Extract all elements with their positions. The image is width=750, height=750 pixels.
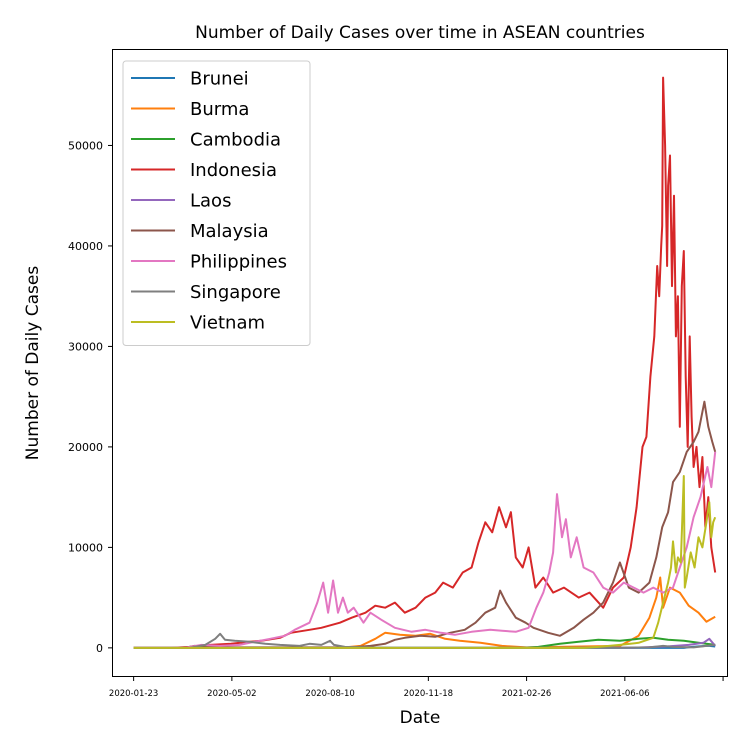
x-tick-label: 2020-11-18 — [404, 689, 453, 699]
y-axis-label: Number of Daily Cases — [23, 266, 43, 461]
x-tick-label: 2021-02-26 — [502, 689, 551, 699]
x-tick-label: 2021-06-06 — [600, 689, 649, 699]
x-axis-label: Date — [400, 708, 441, 728]
legend-label: Malaysia — [190, 221, 269, 242]
series-line-philippines — [133, 451, 717, 649]
x-tick-label: 2020-01-23 — [109, 689, 158, 699]
legend-label: Brunei — [190, 69, 249, 90]
series-line-vietnam — [133, 475, 717, 649]
x-tick-label: 2020-05-02 — [207, 689, 256, 699]
legend-label: Cambodia — [190, 130, 281, 151]
y-tick-label: 30000 — [68, 340, 103, 353]
legend-label: Singapore — [190, 282, 281, 303]
legend-label: Burma — [190, 99, 249, 120]
y-tick-label: 20000 — [68, 441, 103, 454]
series-line-singapore — [133, 632, 716, 649]
legend-label: Vietnam — [190, 313, 265, 334]
ticks-layer: 0 10000 20000 30000 40000 50000 2020-01-23 2020… — [68, 139, 724, 699]
chart-title: Number of Daily Cases over time in ASEAN… — [195, 23, 645, 43]
series-layer — [133, 76, 717, 649]
y-tick-label: 10000 — [68, 541, 103, 554]
plot-frame — [112, 49, 728, 677]
legend: Brunei Burma Cambodia Indonesia Laos Malaysia… — [122, 60, 311, 346]
legend-label: Laos — [190, 191, 231, 212]
legend-box — [122, 60, 311, 346]
x-tick-label: 2020-08-10 — [305, 689, 354, 699]
y-tick-label: 0 — [96, 642, 103, 655]
y-tick-label: 50000 — [68, 139, 103, 152]
legend-label: Philippines — [190, 252, 287, 273]
series-line-malaysia — [133, 400, 717, 649]
y-tick-label: 40000 — [68, 240, 103, 253]
series-line-indonesia — [133, 76, 717, 649]
legend-label: Indonesia — [190, 160, 277, 181]
